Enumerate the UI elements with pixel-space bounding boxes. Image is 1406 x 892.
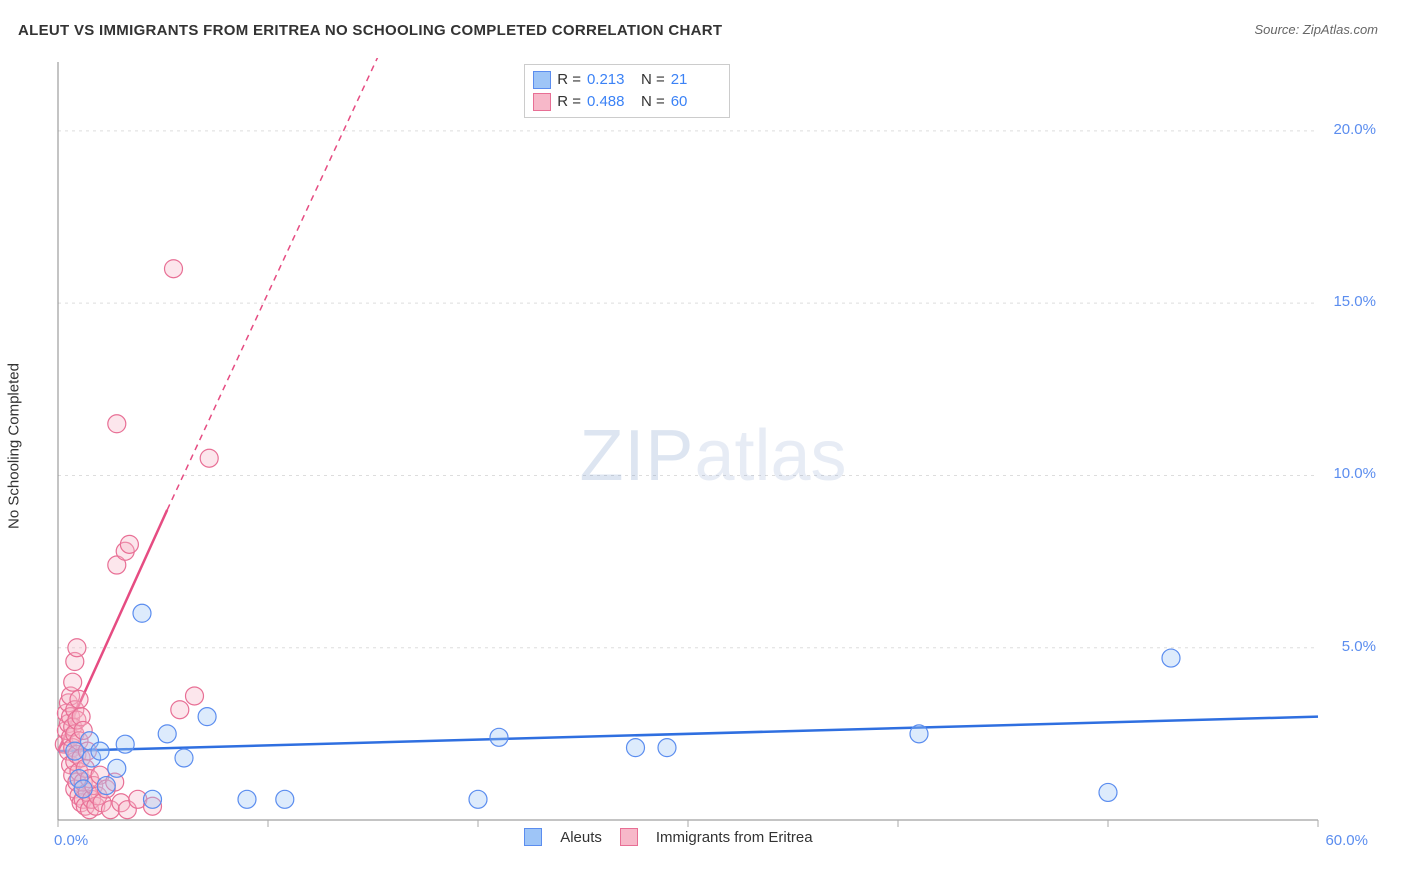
y-axis-label: No Schooling Completed <box>6 363 23 529</box>
legend-n-eritrea: 60 <box>671 91 719 113</box>
legend-swatch-eritrea <box>533 93 551 111</box>
legend-label-aleuts: Aleuts <box>560 829 602 846</box>
y-tick-label: 15.0% <box>1333 293 1376 310</box>
source-attribution: Source: ZipAtlas.com <box>1254 22 1378 37</box>
series-legend: Aleuts Immigrants from Eritrea <box>524 828 812 846</box>
legend-r-label: R = <box>557 91 581 113</box>
legend-swatch-eritrea <box>620 828 638 846</box>
y-tick-label: 20.0% <box>1333 121 1376 138</box>
correlation-legend: R = 0.213 N = 21 R = 0.488 N = 60 <box>524 64 730 118</box>
chart-area: ZIPatlas R = 0.213 N = 21 R = 0.488 N = … <box>50 58 1376 854</box>
legend-swatch-aleuts <box>524 828 542 846</box>
y-tick-label: 5.0% <box>1342 638 1376 655</box>
legend-r-label: R = <box>557 69 581 91</box>
x-tick-label: 60.0% <box>1325 832 1368 849</box>
legend-n-aleuts: 21 <box>671 69 719 91</box>
x-tick-label: 0.0% <box>54 832 88 849</box>
legend-row-aleuts: R = 0.213 N = 21 <box>533 69 719 91</box>
chart-title: ALEUT VS IMMIGRANTS FROM ERITREA NO SCHO… <box>18 22 722 39</box>
y-tick-label: 10.0% <box>1333 465 1376 482</box>
legend-swatch-aleuts <box>533 71 551 89</box>
legend-r-eritrea: 0.488 <box>587 91 635 113</box>
legend-r-aleuts: 0.213 <box>587 69 635 91</box>
legend-label-eritrea: Immigrants from Eritrea <box>656 829 813 846</box>
scatter-chart-svg <box>50 58 1376 854</box>
legend-n-label: N = <box>641 69 665 91</box>
legend-row-eritrea: R = 0.488 N = 60 <box>533 91 719 113</box>
legend-n-label: N = <box>641 91 665 113</box>
